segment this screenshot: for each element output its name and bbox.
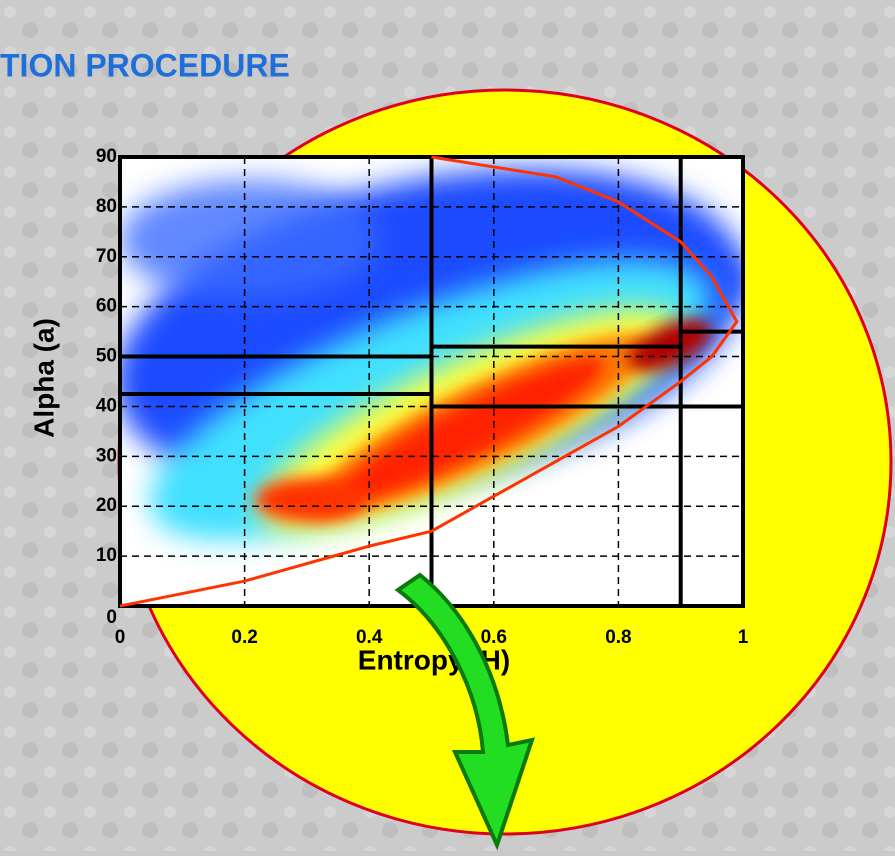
y-tick-label: 80 — [96, 196, 117, 217]
y-tick-label: 40 — [96, 395, 117, 416]
y-tick-label: 90 — [96, 146, 117, 167]
y-tick-label: 50 — [96, 346, 117, 367]
y-tick-label: 20 — [96, 495, 117, 516]
slide: TION PROCEDURE Entropy (H) Alpha (a) 00.… — [0, 0, 895, 851]
y-tick-label: 60 — [96, 296, 117, 317]
x-tick-label: 0.8 — [605, 627, 631, 648]
y-tick-label: 10 — [96, 545, 117, 566]
page: TION PROCEDURE Entropy (H) Alpha (a) 00.… — [0, 0, 895, 851]
x-tick-label: 0.6 — [481, 627, 507, 648]
y-tick-label: 30 — [96, 445, 117, 466]
x-tick-label: 0.2 — [231, 627, 257, 648]
y-tick-label: 0 — [106, 607, 117, 628]
slide-title: TION PROCEDURE — [0, 47, 290, 83]
y-axis-label: Alpha (a) — [28, 318, 59, 438]
x-tick-label: 1 — [738, 627, 749, 648]
x-tick-label: 0.4 — [356, 627, 383, 648]
x-tick-label: 0 — [115, 627, 126, 648]
y-tick-label: 70 — [96, 246, 117, 267]
